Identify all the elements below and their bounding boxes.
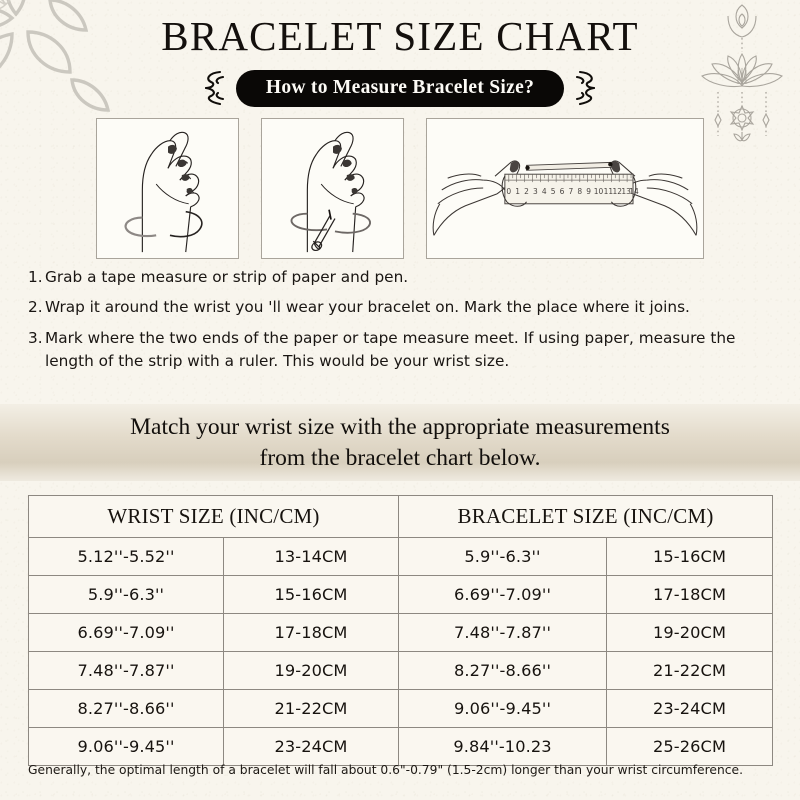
- cell-bracelet-inch: 6.69''-7.09'': [398, 575, 607, 614]
- svg-text:14: 14: [629, 187, 639, 196]
- cell-bracelet-inch: 8.27''-8.66'': [398, 651, 607, 690]
- cell-bracelet-inch: 9.06''-9.45'': [398, 689, 607, 728]
- bracelet-size-table: WRIST SIZE (INC/CM) BRACELET SIZE (INC/C…: [28, 495, 774, 766]
- cell-wrist-inch: 8.27''-8.66'': [28, 689, 224, 728]
- illustration-hand-tape-pen-mark: [261, 118, 404, 259]
- table-row: 5.12''-5.52'' 13-14CM 5.9''-6.3'' 15-16C…: [28, 537, 774, 576]
- cell-wrist-cm: 23-24CM: [223, 727, 399, 766]
- cell-wrist-inch: 6.69''-7.09'': [28, 613, 224, 652]
- cell-bracelet-inch: 5.9''-6.3'': [398, 537, 607, 576]
- svg-text:8: 8: [577, 187, 582, 196]
- swirl-flourish-icon: [204, 70, 224, 106]
- cell-wrist-cm: 19-20CM: [223, 651, 399, 690]
- svg-text:11: 11: [604, 187, 614, 196]
- size-table-wrapper: WRIST SIZE (INC/CM) BRACELET SIZE (INC/C…: [28, 495, 774, 766]
- cell-bracelet-cm: 23-24CM: [605, 689, 774, 728]
- subtitle-row: How to Measure Bracelet Size?: [0, 68, 800, 108]
- table-row: 6.69''-7.09'' 17-18CM 7.48''-7.87'' 19-2…: [28, 613, 774, 652]
- banner-line-2: from the bracelet chart below.: [259, 444, 541, 471]
- cell-wrist-inch: 9.06''-9.45'': [28, 727, 224, 766]
- lotus-hanging-ornament: [701, 4, 783, 142]
- cell-bracelet-inch: 9.84''-10.23: [398, 727, 607, 766]
- table-row: 5.9''-6.3'' 15-16CM 6.69''-7.09'' 17-18C…: [28, 575, 774, 614]
- svg-text:0: 0: [506, 187, 511, 196]
- step-number: 2.: [28, 298, 43, 317]
- cell-bracelet-cm: 25-26CM: [605, 727, 774, 766]
- match-size-banner: Match your wrist size with the appropria…: [0, 404, 800, 481]
- svg-text:13: 13: [621, 187, 631, 196]
- cell-wrist-inch: 5.12''-5.52'': [28, 537, 224, 576]
- cell-wrist-cm: 17-18CM: [223, 613, 399, 652]
- step-text: Wrap it around the wrist you 'll wear yo…: [45, 298, 690, 317]
- svg-text:7: 7: [569, 187, 574, 196]
- cell-wrist-inch: 5.9''-6.3'': [28, 575, 224, 614]
- swirl-flourish-icon: [576, 70, 596, 106]
- page-title: BRACELET SIZE CHART: [161, 13, 639, 59]
- cell-bracelet-cm: 21-22CM: [605, 651, 774, 690]
- banner-line-1: Match your wrist size with the appropria…: [130, 414, 670, 441]
- table-row: 8.27''-8.66'' 21-22CM 9.06''-9.45'' 23-2…: [28, 689, 774, 728]
- svg-text:3: 3: [533, 187, 538, 196]
- svg-text:9: 9: [586, 187, 591, 196]
- mandala-flower-ornament: [0, 0, 111, 112]
- step-text: Grab a tape measure or strip of paper an…: [45, 268, 409, 286]
- header-bracelet-size: BRACELET SIZE (INC/CM): [397, 495, 774, 538]
- cell-bracelet-cm: 15-16CM: [605, 537, 774, 576]
- list-item: 2. Wrap it around the wrist you 'll wear…: [28, 296, 778, 319]
- step-number: 3.: [28, 328, 43, 347]
- cell-wrist-cm: 15-16CM: [223, 575, 399, 614]
- header-wrist-size: WRIST SIZE (INC/CM): [28, 495, 399, 538]
- svg-text:2: 2: [524, 187, 529, 196]
- footer-note: Generally, the optimal length of a brace…: [28, 763, 743, 777]
- svg-text:10: 10: [594, 187, 604, 196]
- svg-text:5: 5: [551, 187, 556, 196]
- table-row: 9.06''-9.45'' 23-24CM 9.84''-10.23 25-26…: [28, 727, 774, 766]
- svg-text:6: 6: [560, 187, 565, 196]
- step-number: 1.: [28, 268, 43, 286]
- list-item: 1. Grab a tape measure or strip of paper…: [28, 266, 778, 289]
- list-item: 3. Mark where the two ends of the paper …: [28, 327, 778, 374]
- how-to-measure-badge: How to Measure Bracelet Size?: [235, 69, 565, 107]
- svg-text:12: 12: [612, 187, 622, 196]
- cell-wrist-cm: 21-22CM: [223, 689, 399, 728]
- cell-wrist-inch: 7.48''-7.87'': [28, 651, 224, 690]
- table-header-row: WRIST SIZE (INC/CM) BRACELET SIZE (INC/C…: [28, 495, 774, 538]
- instruction-steps: 1. Grab a tape measure or strip of paper…: [28, 266, 778, 380]
- svg-text:1: 1: [515, 187, 520, 196]
- illustration-hand-tape-loose: [96, 118, 239, 259]
- cell-wrist-cm: 13-14CM: [223, 537, 399, 576]
- cell-bracelet-cm: 17-18CM: [605, 575, 774, 614]
- cell-bracelet-cm: 19-20CM: [605, 613, 774, 652]
- svg-text:4: 4: [542, 187, 547, 196]
- step-text: Mark where the two ends of the paper or …: [45, 328, 736, 370]
- cell-bracelet-inch: 7.48''-7.87'': [398, 613, 607, 652]
- table-row: 7.48''-7.87'' 19-20CM 8.27''-8.66'' 21-2…: [28, 651, 774, 690]
